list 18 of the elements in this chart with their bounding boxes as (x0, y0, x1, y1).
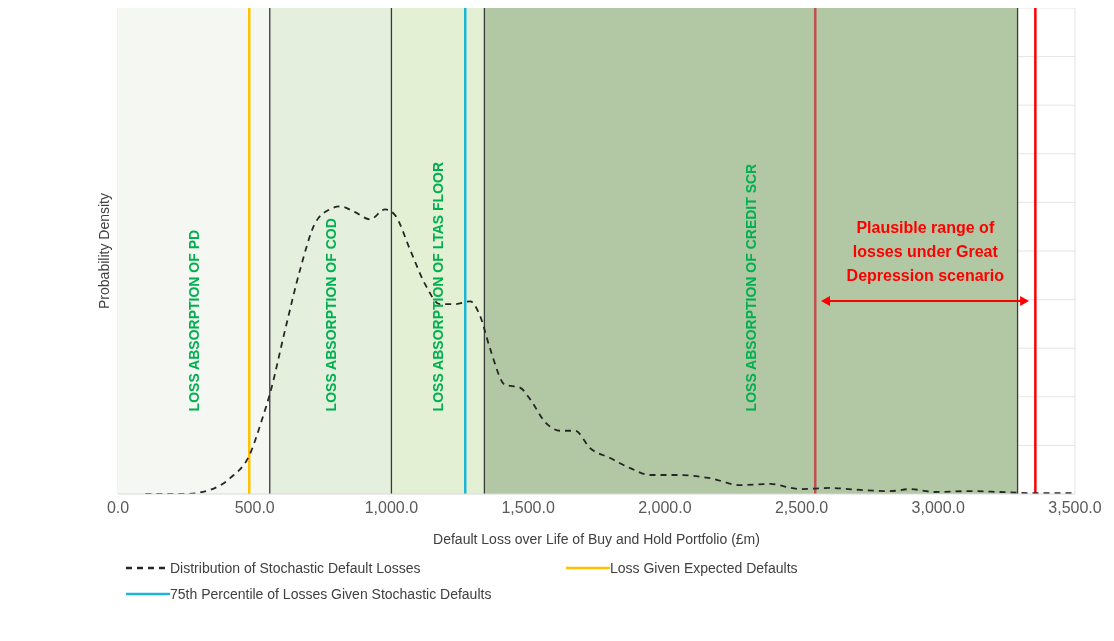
x-tick-label: 2,000.0 (638, 499, 692, 517)
y-axis-title: Probability Density (96, 193, 112, 309)
band-label: LOSS ABSORPTION OF LTAS FLOOR (429, 161, 446, 412)
band-label: LOSS ABSORPTION OF COD (322, 218, 339, 412)
x-axis-title: Default Loss over Life of Buy and Hold Portfolio (£m) (433, 531, 760, 547)
x-tick-label: 500.0 (234, 499, 275, 517)
legend-label: Distribution of Stochastic Default Losses (170, 560, 421, 576)
x-tick-label: 0.0 (106, 499, 130, 517)
x-tick-label: 1,000.0 (364, 499, 419, 517)
band-label: LOSS ABSORPTION OF CREDIT SCR (742, 163, 759, 412)
legend-label: Loss Given Expected Defaults (610, 560, 798, 576)
x-tick-label: 3,500.0 (1048, 499, 1102, 517)
x-tick-label: 2,500.0 (774, 499, 829, 517)
annotation: Plausible range of losses under Great Depression scenario (845, 218, 1005, 287)
x-tick-label: 1,500.0 (501, 499, 555, 517)
band-label: LOSS ABSORPTION OF PD (185, 229, 202, 412)
x-tick-label: 3,000.0 (911, 499, 966, 517)
legend-label: 75th Percentile of Losses Given Stochastic Defaults (170, 586, 492, 602)
